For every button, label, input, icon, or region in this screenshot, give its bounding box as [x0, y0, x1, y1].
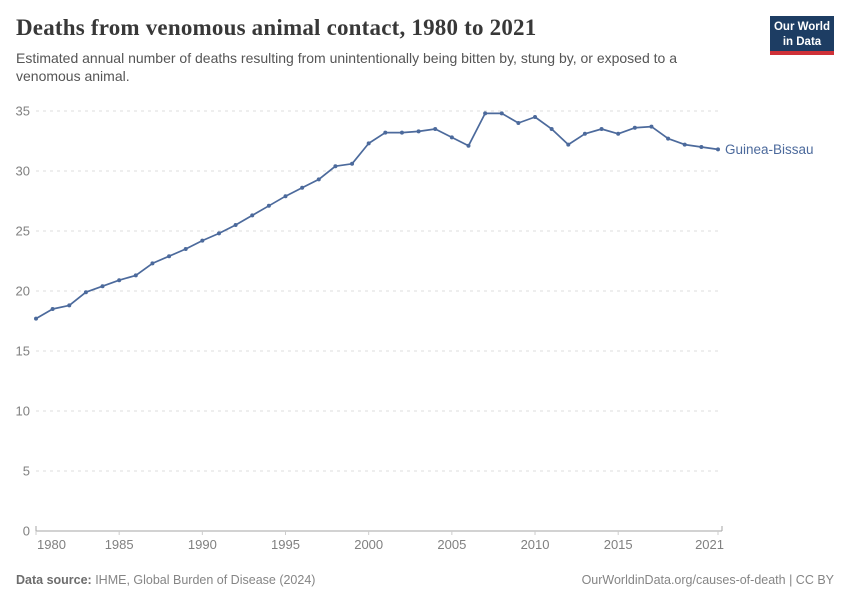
- x-tick-label: 1985: [105, 537, 134, 552]
- x-tick-label: 2005: [437, 537, 466, 552]
- owid-logo[interactable]: Our World in Data: [770, 16, 834, 55]
- chart-footer: Data source: IHME, Global Burden of Dise…: [16, 573, 834, 587]
- data-point[interactable]: [499, 111, 504, 116]
- y-tick-label: 35: [16, 104, 30, 119]
- data-point[interactable]: [616, 131, 621, 136]
- data-point[interactable]: [67, 303, 72, 308]
- data-point[interactable]: [350, 161, 355, 166]
- data-point[interactable]: [133, 273, 138, 278]
- data-point[interactable]: [333, 164, 338, 169]
- data-point[interactable]: [666, 136, 671, 141]
- y-tick-label: 10: [16, 404, 30, 419]
- x-tick-label: 1980: [37, 537, 66, 552]
- data-point[interactable]: [300, 185, 305, 190]
- data-point[interactable]: [316, 177, 321, 182]
- x-tick-label: 2015: [604, 537, 633, 552]
- data-point[interactable]: [483, 111, 488, 116]
- y-tick-label: 0: [23, 524, 30, 539]
- chart-subtitle: Estimated annual number of deaths result…: [16, 50, 677, 85]
- data-point[interactable]: [716, 147, 720, 152]
- y-tick-label: 15: [16, 344, 30, 359]
- data-point[interactable]: [416, 129, 421, 134]
- x-tick-label: 2000: [354, 537, 383, 552]
- data-point[interactable]: [516, 121, 521, 125]
- data-source-note: Data source: IHME, Global Burden of Dise…: [16, 573, 315, 587]
- x-tick-label: 1995: [271, 537, 300, 552]
- x-tick-label: 1990: [188, 537, 217, 552]
- data-point[interactable]: [383, 130, 388, 135]
- data-point[interactable]: [117, 278, 122, 283]
- license-link[interactable]: OurWorldinData.org/causes-of-death | CC …: [581, 573, 834, 587]
- data-point[interactable]: [250, 213, 255, 218]
- data-point[interactable]: [100, 284, 105, 289]
- data-point[interactable]: [433, 127, 438, 131]
- data-point[interactable]: [167, 254, 172, 259]
- chart-header: Deaths from venomous animal contact, 198…: [16, 15, 834, 85]
- owid-logo-line1: Our World: [773, 21, 830, 33]
- data-point[interactable]: [649, 124, 654, 129]
- y-tick-label: 20: [16, 284, 30, 299]
- data-point[interactable]: [533, 115, 538, 119]
- data-point[interactable]: [449, 135, 454, 140]
- data-point[interactable]: [699, 145, 704, 149]
- y-tick-label: 25: [16, 224, 30, 239]
- data-source-label: Data source:: [16, 573, 92, 587]
- x-tick-label: 2010: [521, 537, 550, 552]
- data-point[interactable]: [632, 125, 637, 130]
- x-tick-label: 2021: [695, 537, 724, 552]
- data-source-text: IHME, Global Burden of Disease (2024): [91, 573, 316, 587]
- data-point[interactable]: [283, 194, 288, 199]
- data-point[interactable]: [366, 141, 371, 146]
- data-point[interactable]: [200, 238, 205, 243]
- trend-line[interactable]: [35, 112, 719, 320]
- data-point[interactable]: [599, 127, 604, 131]
- data-point[interactable]: [582, 131, 587, 136]
- data-point[interactable]: [682, 142, 687, 147]
- data-point[interactable]: [266, 203, 271, 208]
- data-point[interactable]: [233, 223, 238, 227]
- data-point[interactable]: [549, 127, 554, 131]
- data-point[interactable]: [216, 231, 221, 236]
- y-tick-label: 30: [16, 164, 30, 179]
- page-title: Deaths from venomous animal contact, 198…: [16, 15, 537, 40]
- data-point[interactable]: [399, 130, 404, 135]
- data-point[interactable]: [566, 142, 571, 147]
- data-point[interactable]: [183, 247, 188, 251]
- data-point[interactable]: [150, 261, 155, 266]
- data-point[interactable]: [83, 290, 88, 295]
- data-point[interactable]: [34, 316, 38, 321]
- data-point[interactable]: [50, 307, 55, 311]
- data-point[interactable]: [466, 143, 471, 148]
- owid-logo-line2: in Data: [782, 35, 822, 48]
- series-label[interactable]: Guinea-Bissau: [725, 142, 814, 157]
- y-tick-label: 5: [23, 464, 30, 479]
